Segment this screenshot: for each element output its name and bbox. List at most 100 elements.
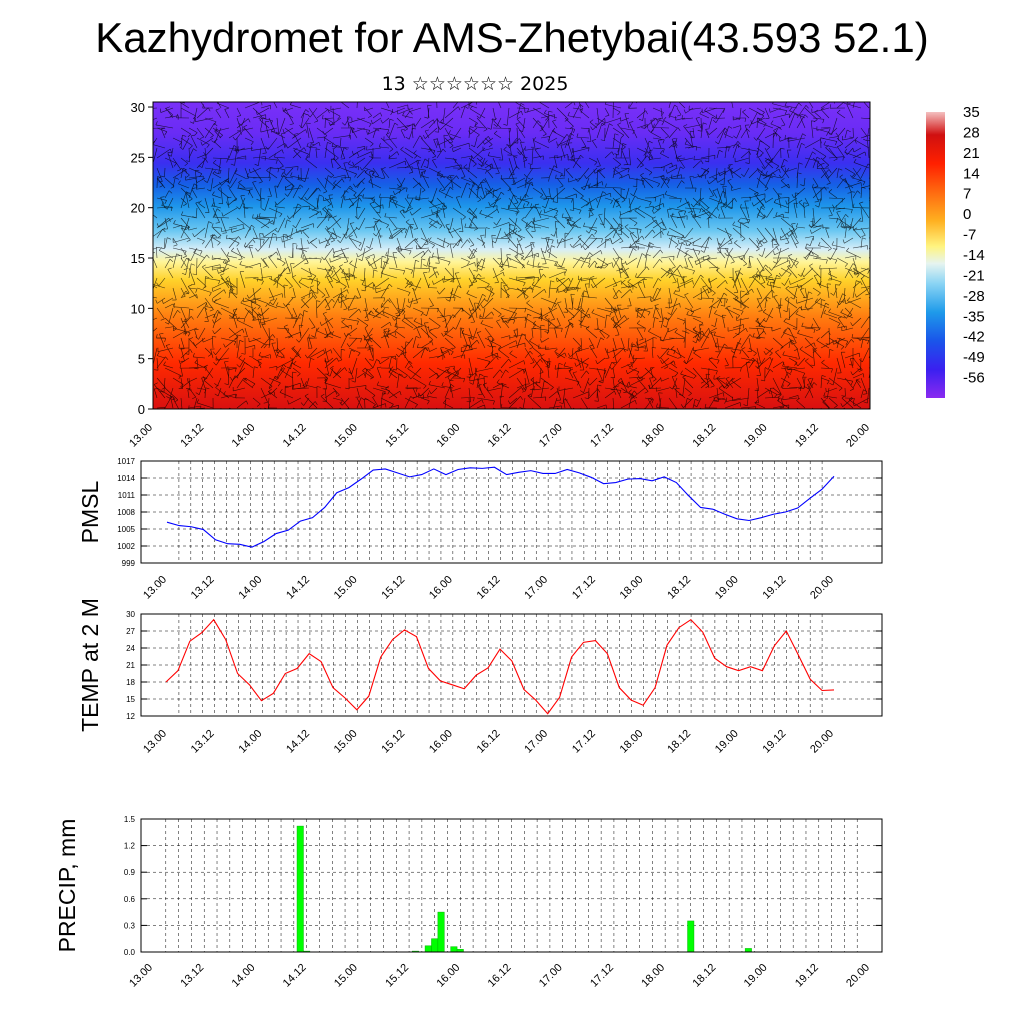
wind-barb-flag (405, 341, 410, 344)
wind-barb-flag (368, 115, 372, 118)
wind-barb-flag (269, 302, 274, 306)
wind-barb (689, 131, 694, 149)
wind-barb (356, 372, 365, 379)
wind-barb (700, 277, 712, 292)
wind-barb (388, 267, 405, 271)
wind-barb (829, 127, 838, 135)
wind-barb (428, 271, 438, 279)
wind-barb (276, 305, 286, 309)
wind-barb (167, 152, 174, 169)
wind-barb (286, 167, 294, 176)
wind-barb (636, 345, 646, 349)
wind-barb (160, 128, 166, 139)
wind-barb-flag (723, 201, 727, 206)
wind-barb (443, 307, 446, 317)
wind-barb (468, 217, 479, 229)
wind-barb-flag (182, 320, 187, 323)
wind-barb-flag (854, 293, 857, 298)
wind-barb (195, 117, 214, 122)
wind-barb (404, 123, 415, 129)
wind-barb-flag (796, 223, 798, 228)
wind-barb-flag (184, 163, 188, 167)
wind-barb-flag (508, 257, 512, 261)
wind-barb (508, 227, 523, 240)
wind-barb (553, 155, 558, 169)
wind-barb (756, 227, 768, 242)
wind-barb (163, 377, 166, 393)
wind-barb (442, 237, 446, 248)
wind-barb (844, 255, 856, 259)
wind-barb (322, 208, 334, 219)
wind-barb (500, 287, 510, 296)
wind-barb (452, 354, 465, 359)
wind-barb-flag (307, 239, 310, 244)
wind-barb (693, 197, 702, 208)
wind-barb (780, 180, 790, 189)
wind-barb (604, 347, 610, 359)
wind-barb-flag (491, 293, 495, 297)
wind-barb (589, 186, 606, 189)
wind-barb-flag (491, 240, 496, 244)
wind-barb (788, 102, 800, 119)
wind-barb (371, 198, 382, 209)
wind-barb-flag (495, 93, 499, 94)
wind-barb (841, 327, 854, 332)
wind-barb (670, 362, 678, 369)
wind-barb (482, 297, 494, 309)
wind-barb-flag (191, 187, 196, 190)
wind-barb-flag (387, 299, 391, 303)
wind-barb (479, 213, 494, 219)
wind-barb (604, 217, 614, 228)
wind-barb-flag (720, 304, 725, 307)
wind-barb (341, 321, 350, 329)
wind-barb (321, 317, 334, 326)
wind-barb-flag (641, 253, 646, 256)
wind-barb (500, 340, 517, 349)
wind-barb (724, 143, 739, 149)
wind-barb (852, 281, 861, 289)
wind-barb-flag (679, 303, 681, 308)
wind-barb (564, 193, 577, 199)
wind-barb (612, 237, 622, 245)
wind-barb-flag (500, 269, 505, 272)
wind-barb-flag (726, 305, 731, 308)
wind-barb-flag (255, 110, 258, 115)
wind-barb-flag (663, 117, 667, 121)
wind-barb-flag (392, 108, 394, 113)
wind-barb (508, 369, 524, 379)
wind-barb (508, 342, 525, 349)
wind-barb-flag (403, 270, 406, 275)
wind-barb-flag (879, 199, 880, 203)
wind-barb-flag (186, 224, 191, 228)
wind-barb (264, 121, 270, 139)
wind-barb-flag (647, 151, 652, 154)
wind-barb (692, 211, 710, 219)
wind-barb (484, 352, 498, 359)
wind-barb-flag (504, 320, 508, 324)
wind-barb (185, 217, 190, 230)
wind-barb-flag (740, 367, 742, 372)
wind-barb (508, 247, 524, 257)
wind-barb (731, 102, 734, 109)
wind-barb (234, 172, 246, 179)
wind-barb-flag (837, 109, 841, 113)
wind-barb-flag (785, 200, 788, 205)
wind-barb-flag (195, 170, 200, 172)
wind-barb-flag (408, 226, 413, 229)
wind-barb-flag (798, 102, 802, 107)
wind-barb (468, 357, 473, 375)
wind-barb-flag (273, 282, 277, 286)
wind-barb (180, 257, 187, 269)
wind-barb (692, 288, 708, 299)
wind-barb (260, 275, 272, 279)
wind-barb-flag (428, 237, 432, 241)
wind-barb (516, 237, 524, 254)
wind-barb-flag (850, 209, 853, 214)
wind-barb (715, 107, 726, 123)
wind-barb (372, 175, 382, 179)
wind-barb (260, 137, 267, 154)
wind-barb (660, 217, 667, 230)
wind-barb-flag (606, 335, 610, 339)
wind-barb (648, 331, 662, 339)
wind-barb-flag (477, 306, 481, 311)
